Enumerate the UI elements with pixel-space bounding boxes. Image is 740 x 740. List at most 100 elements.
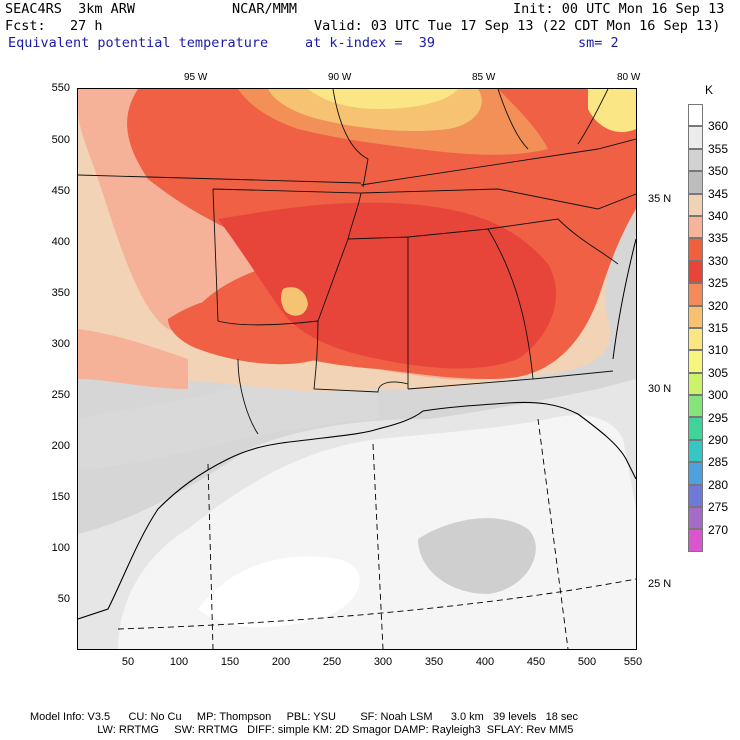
y-tick: 400 bbox=[51, 236, 70, 248]
x-tick: 350 bbox=[424, 656, 444, 668]
field-310-ne bbox=[588, 89, 636, 133]
lat-label: 35 N bbox=[648, 193, 672, 205]
x-tick: 550 bbox=[623, 656, 643, 668]
colorbar-tick-label: 345 bbox=[708, 186, 729, 201]
tn-ms-border bbox=[360, 188, 637, 210]
colorbar-swatch bbox=[688, 484, 703, 508]
lat-label: 25 N bbox=[648, 578, 672, 590]
fl-border bbox=[532, 370, 614, 380]
colorbar-tick-label: 360 bbox=[708, 119, 729, 134]
colorbar-swatch bbox=[688, 372, 703, 396]
colorbar-tick-label: 295 bbox=[708, 410, 729, 425]
x-tick: 300 bbox=[373, 656, 393, 668]
dashed-line-3 bbox=[537, 418, 569, 650]
y-tick: 200 bbox=[51, 440, 70, 452]
tx-east-border bbox=[237, 358, 259, 435]
x-tick: 200 bbox=[271, 656, 291, 668]
ga-sc-border bbox=[487, 218, 619, 265]
colorbar-swatch bbox=[688, 238, 703, 261]
y-tick: 350 bbox=[51, 287, 70, 299]
field-310 bbox=[308, 89, 458, 109]
atlantic-coastline bbox=[612, 238, 637, 360]
field-name: Equivalent potential temperature bbox=[8, 35, 269, 51]
footer-line-2: LW: RRTMG SW: RRTMG DIFF: simple KM: 2D … bbox=[30, 724, 574, 736]
colorbar-tick-label: 340 bbox=[708, 209, 729, 223]
colorbar-swatch bbox=[688, 126, 703, 149]
x-tick: 250 bbox=[322, 656, 342, 668]
level-index: at k-index = 39 bbox=[305, 35, 436, 51]
colorbar-swatch bbox=[688, 148, 703, 172]
field-335-west bbox=[78, 329, 188, 389]
colorbar-tick-label: 300 bbox=[708, 388, 729, 403]
dashed-line-4 bbox=[117, 578, 637, 630]
ok-tx-border bbox=[212, 188, 319, 326]
x-tick: 500 bbox=[577, 656, 597, 668]
colorbar-tick-label: 320 bbox=[708, 298, 729, 313]
field-gray-band bbox=[78, 384, 378, 469]
colorbar-swatch bbox=[688, 305, 703, 328]
field-gray-patch bbox=[418, 518, 536, 594]
colorbar-swatch bbox=[688, 507, 703, 530]
colorbar-swatch bbox=[688, 215, 703, 239]
ky-tn-border bbox=[360, 138, 637, 186]
colorbar-tick-label: 350 bbox=[708, 164, 729, 179]
y-tick: 550 bbox=[51, 82, 70, 94]
field-warm-spot bbox=[280, 287, 308, 316]
colorbar-unit: K bbox=[705, 83, 714, 97]
colorbar-tick-label: 305 bbox=[708, 365, 729, 380]
in-oh-border bbox=[497, 88, 529, 150]
smoothing: sm= 2 bbox=[578, 35, 619, 51]
forecast-hour: Fcst: 27 h bbox=[5, 18, 103, 34]
colorbar-swatch bbox=[688, 462, 703, 485]
colorbar bbox=[688, 104, 703, 552]
field-white-patch bbox=[198, 556, 360, 628]
colorbar-swatch bbox=[688, 417, 703, 440]
mo-il-border bbox=[332, 88, 369, 188]
state-boundaries bbox=[77, 88, 637, 435]
colorbar-swatch bbox=[688, 283, 703, 306]
dashed-line-2 bbox=[372, 443, 384, 650]
x-tick: 400 bbox=[475, 656, 495, 668]
init-time: Init: 00 UTC Mon 16 Sep 13 bbox=[513, 1, 725, 17]
colorbar-tick-label: 355 bbox=[708, 141, 729, 156]
y-tick: 150 bbox=[51, 491, 70, 503]
colorbar-swatch bbox=[688, 350, 703, 373]
colorbar-tick-label: 270 bbox=[708, 522, 729, 537]
colorbar-tick-label: 330 bbox=[708, 253, 729, 268]
colorbar-swatch bbox=[688, 193, 703, 216]
colorbar-swatch bbox=[688, 529, 703, 552]
colorbar-tick-label: 315 bbox=[708, 321, 729, 335]
y-tick: 300 bbox=[51, 338, 70, 350]
x-tick: 100 bbox=[169, 656, 189, 668]
field-325 bbox=[218, 202, 557, 369]
y-tick: 100 bbox=[51, 542, 70, 554]
colorbar-tick-label: 325 bbox=[708, 276, 729, 291]
colorbar-tick-label: 275 bbox=[708, 500, 729, 515]
colorbar-tick-label: 310 bbox=[708, 343, 729, 358]
colorbar-tick-label: 280 bbox=[708, 477, 729, 492]
dashed-line-1 bbox=[207, 463, 214, 650]
map-panel[interactable] bbox=[77, 88, 637, 650]
lon-label: 90 W bbox=[328, 72, 352, 83]
x-tick: 150 bbox=[220, 656, 240, 668]
colorbar-tick-label: 335 bbox=[708, 231, 729, 246]
theta-e-map bbox=[77, 88, 637, 650]
colorbar-swatch bbox=[688, 260, 703, 284]
wv-border bbox=[577, 88, 609, 145]
colorbar-swatch bbox=[688, 327, 703, 351]
y-tick: 450 bbox=[51, 185, 70, 197]
lon-label: 80 W bbox=[617, 72, 641, 83]
org-label: NCAR/MMM bbox=[232, 1, 298, 17]
colorbar-tick-label: 285 bbox=[708, 455, 729, 470]
al-ga-border bbox=[407, 228, 534, 390]
ok-ks-border bbox=[77, 174, 362, 184]
x-tick: 50 bbox=[121, 656, 135, 668]
colorbar-swatch bbox=[688, 439, 703, 463]
colorbar-swatch bbox=[688, 104, 703, 127]
lon-label: 85 W bbox=[472, 72, 496, 83]
colorbar-swatch bbox=[688, 171, 703, 194]
model-title: SEAC4RS 3km ARW bbox=[5, 1, 136, 17]
y-tick: 500 bbox=[51, 134, 70, 146]
la-ms-border bbox=[313, 320, 409, 393]
y-tick: 50 bbox=[57, 593, 70, 605]
